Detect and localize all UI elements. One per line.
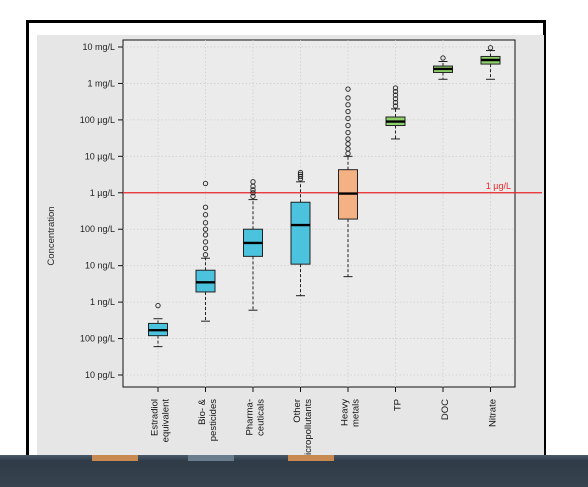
y-tick-label-5: 100 ng/L (80, 224, 115, 234)
y-tick-label-8: 100 pg/L (80, 334, 115, 344)
y-axis-ticks: 10 mg/L 1 mg/L 100 µg/L 10 µg/L 1 µg/L 100 ng… (80, 42, 123, 380)
y-tick-label-9: 10 pg/L (85, 370, 115, 380)
x-category-label-7-0: Nitrate (488, 399, 499, 427)
x-category-label-1-0: Bio- & (197, 398, 208, 425)
x-category-label-6-0: DOC (440, 399, 451, 420)
outlier-1-4 (202, 226, 209, 232)
outlier-1-6 (202, 212, 209, 218)
x-axis-categories: Estradiol equivalent Bio- & pesticides Pharm… (150, 387, 499, 463)
box-group-1 (195, 180, 216, 322)
boxes (148, 45, 501, 348)
taskbar-strip (0, 455, 588, 487)
outlier-2-4 (250, 179, 256, 185)
outlier-5-2 (392, 96, 399, 102)
x-category-label-2-0: Pharma- (245, 399, 256, 435)
outlier-5-5 (392, 85, 399, 91)
y-tick-label-7: 1 ng/L (90, 297, 115, 307)
x-category-label-0-1: equivalent (161, 399, 172, 443)
outlier-4-3 (345, 136, 351, 142)
reference-line-label: 1 µg/L (486, 181, 511, 191)
y-tick-label-2: 100 µg/L (80, 115, 115, 125)
y-tick-label-1: 1 mg/L (87, 78, 115, 88)
concentration-boxplot: 1 µg/L 10 mg/L 1 mg/L 100 µg/L 10 µg/L 1 µg/… (37, 35, 544, 463)
plot-area (122, 39, 516, 388)
y-tick-label-6: 10 ng/L (85, 261, 115, 271)
box-group-2 (243, 179, 263, 311)
outlier-1-0 (202, 252, 209, 258)
outlier-4-10 (345, 86, 351, 92)
box-3 (290, 201, 311, 265)
outlier-2-1 (250, 190, 256, 196)
outlier-4-5 (345, 122, 351, 129)
strip-accent-2 (188, 455, 234, 461)
strip-accent-1 (92, 455, 138, 461)
outlier-3-3 (297, 169, 304, 176)
box-group-0 (148, 302, 168, 348)
outlier-0-0 (155, 302, 161, 309)
box-group-6 (433, 55, 453, 80)
y-tick-label-4: 1 µg/L (90, 188, 115, 198)
outlier-4-4 (345, 129, 351, 136)
outlier-1-8 (202, 180, 209, 187)
outlier-4-9 (345, 95, 351, 101)
outlier-1-5 (202, 220, 209, 226)
y-tick-label-3: 10 µg/L (85, 151, 115, 161)
y-tick-label-0: 10 mg/L (82, 42, 115, 52)
box-group-4 (338, 86, 358, 278)
outlier-5-1 (392, 99, 399, 106)
strip-accent-3 (288, 455, 334, 461)
x-category-label-4-0: Heavy (340, 399, 351, 426)
outlier-7-0 (487, 45, 494, 51)
box-group-5 (385, 85, 406, 140)
outlier-4-2 (345, 141, 351, 147)
outlier-1-2 (202, 239, 209, 245)
outlier-5-0 (392, 103, 399, 109)
outlier-1-1 (202, 245, 209, 251)
outlier-1-3 (202, 232, 209, 238)
outlier-4-1 (345, 146, 351, 152)
outlier-2-0 (250, 193, 256, 199)
box-group-7 (480, 45, 501, 80)
outlier-4-8 (345, 102, 351, 108)
outlier-6-0 (440, 55, 446, 61)
box-group-3 (290, 169, 311, 297)
x-category-label-1-1: pesticides (208, 399, 219, 441)
outlier-5-3 (392, 92, 399, 98)
x-category-label-0-0: Estradiol (150, 399, 161, 436)
x-category-label-4-1: metals (351, 399, 362, 427)
chart-frame: 1 µg/L 10 mg/L 1 mg/L 100 µg/L 10 µg/L 1 µg/… (26, 20, 546, 487)
x-category-label-5-0: TP (393, 399, 404, 411)
outlier-1-7 (202, 204, 209, 210)
reference-line-group: 1 µg/L (123, 181, 542, 194)
outlier-4-7 (345, 108, 351, 115)
outlier-3-2 (297, 171, 304, 178)
x-category-label-3-0: Other (292, 399, 303, 423)
outlier-5-4 (392, 88, 399, 95)
y-axis-label: Concentration (46, 206, 57, 265)
outlier-4-6 (345, 115, 351, 122)
x-category-label-2-1: ceuticals (256, 399, 267, 436)
x-category-label-3-1: micropollutants (303, 399, 314, 463)
outlier-2-2 (250, 187, 256, 193)
